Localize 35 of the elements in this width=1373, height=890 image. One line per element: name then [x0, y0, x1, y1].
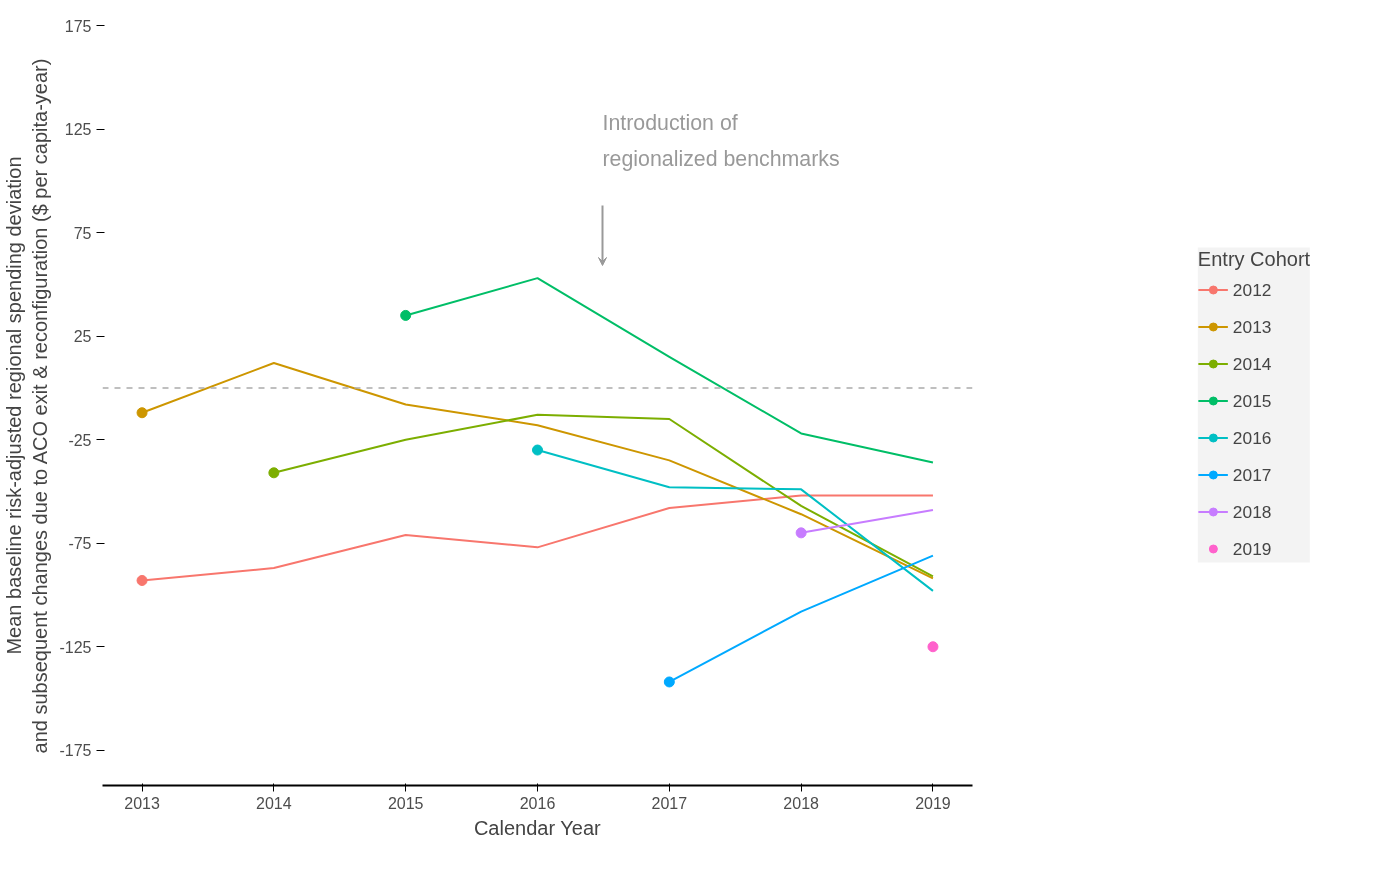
y-tick-label: 125 [64, 121, 92, 139]
x-tick-label: 2019 [915, 794, 951, 812]
point [136, 407, 148, 419]
legend-label: 2013 [1232, 315, 1272, 338]
legend-label: 2016 [1232, 426, 1272, 449]
y-tick-label: -125 [59, 638, 92, 656]
legend-label: 2014 [1232, 352, 1272, 375]
legend-label: 2015 [1232, 389, 1272, 412]
y-tick-label: 175 [64, 17, 92, 35]
point [532, 444, 543, 456]
annotation: Introduction of regionalized benchmarks [602, 110, 840, 171]
x-tick-label: 2015 [387, 794, 424, 812]
x-tick-label: 2013 [124, 794, 160, 812]
point [400, 309, 412, 321]
legend-label: 2012 [1232, 278, 1272, 301]
legend-label: 2017 [1232, 463, 1272, 486]
x-tick-label: 2016 [519, 794, 556, 812]
x-tick-label: 2018 [783, 794, 820, 812]
y-tick-label: 25 [73, 328, 92, 346]
point [136, 575, 148, 586]
point [663, 676, 675, 688]
x-axis-title: Calendar Year [473, 816, 602, 839]
y-tick-label: -25 [68, 431, 92, 449]
legend-label: 2018 [1232, 500, 1272, 523]
point [795, 527, 807, 539]
y-tick-label: -75 [68, 535, 92, 553]
y-tick-label: 75 [73, 224, 92, 242]
x-tick-label: 2017 [651, 794, 688, 812]
legend-title: Entry Cohort [1197, 247, 1311, 271]
y-axis-title: Mean baseline risk-adjusted regional spending deviation and subsequent changes due to ACO exit & reconfiguration ($ per capita-year) [3, 58, 52, 754]
legend-label: 2019 [1232, 537, 1272, 560]
point [927, 641, 939, 653]
x-tick-label: 2014 [256, 794, 292, 812]
point [268, 467, 280, 479]
y-tick-label: -175 [59, 742, 92, 760]
